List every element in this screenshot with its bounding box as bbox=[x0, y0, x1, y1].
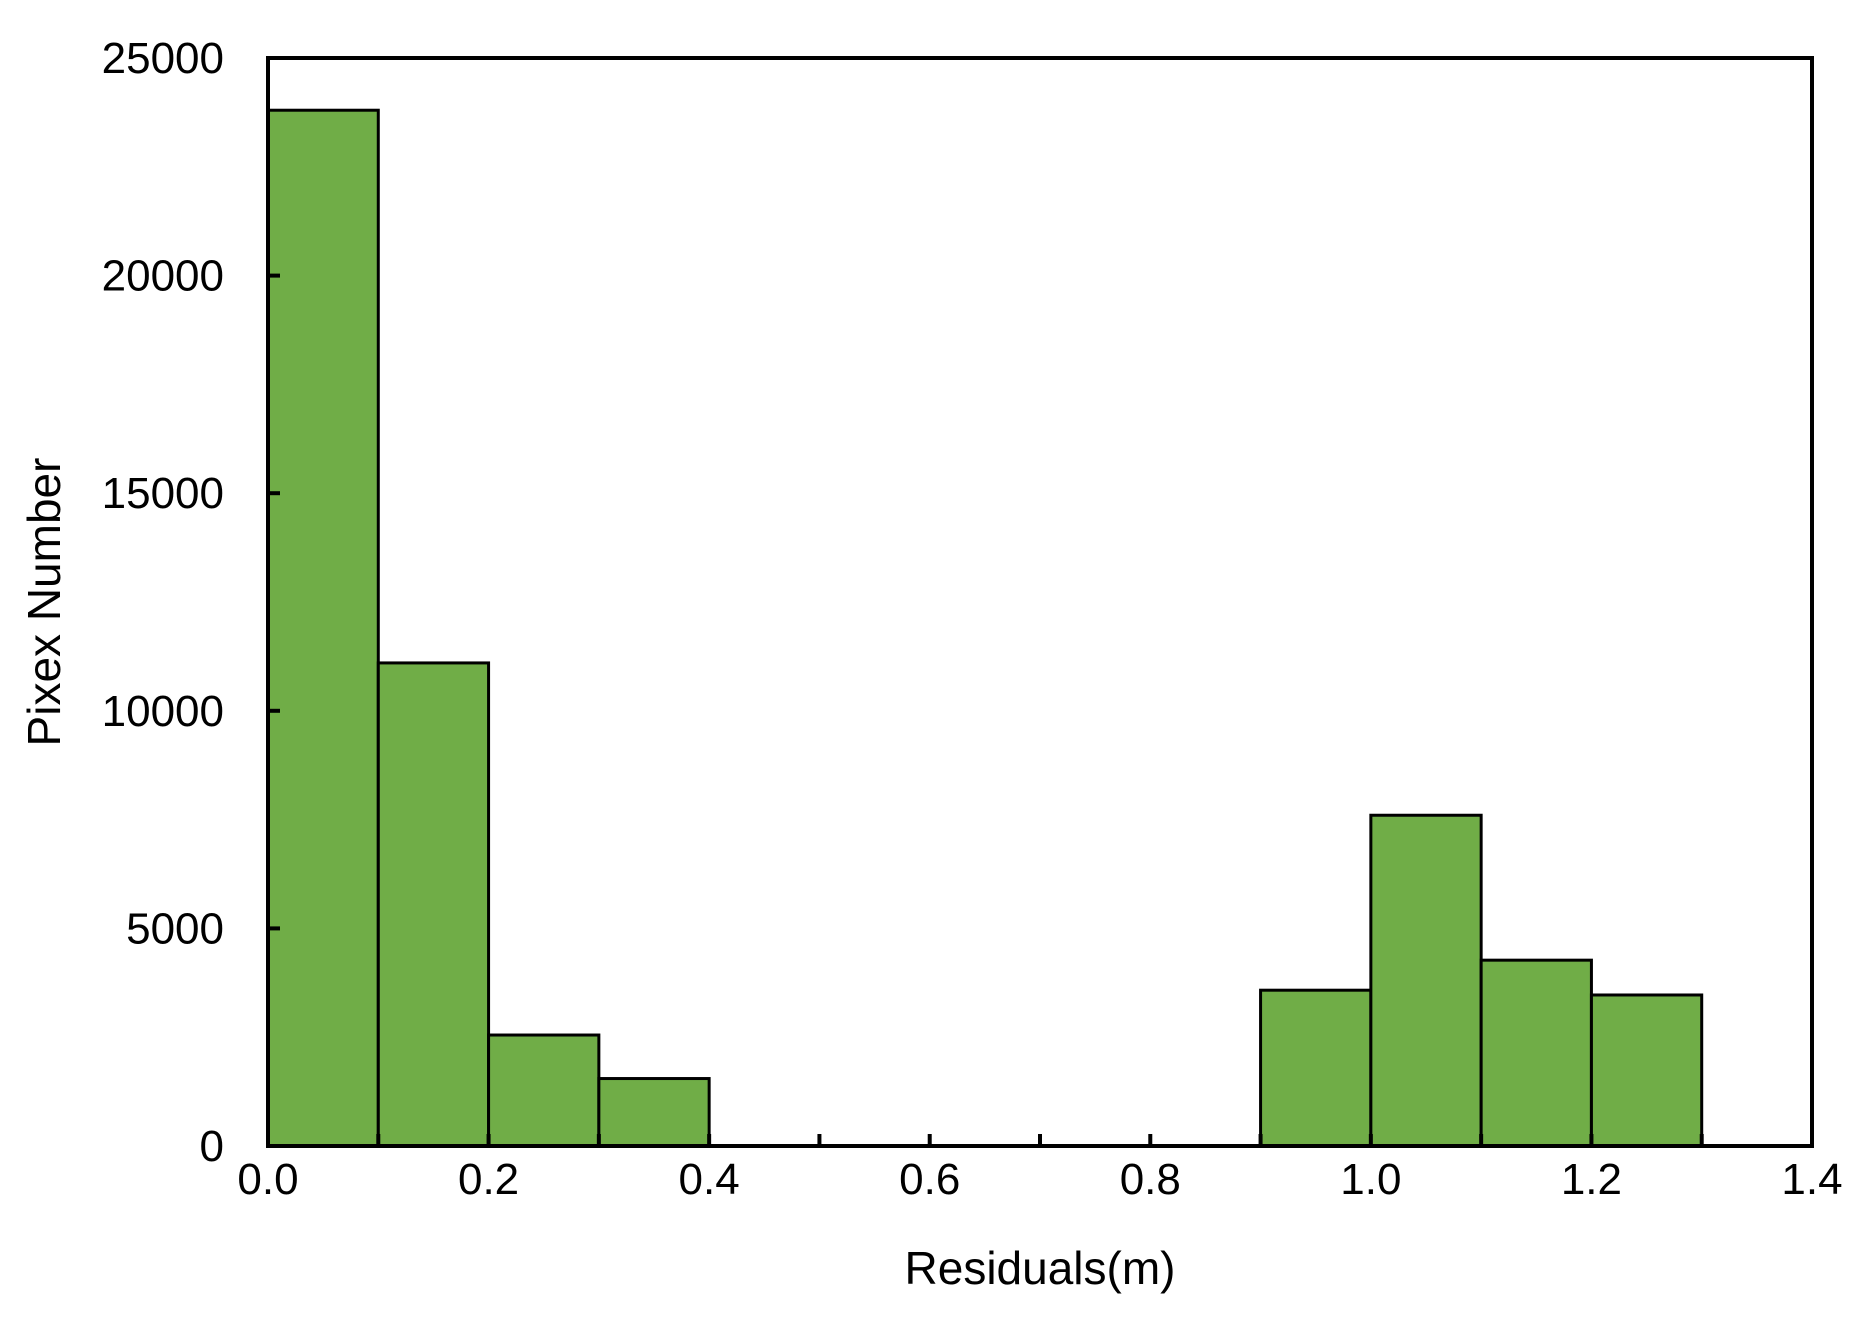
x-tick-label: 1.4 bbox=[1781, 1155, 1842, 1204]
x-tick-label: 0.0 bbox=[237, 1155, 298, 1204]
x-tick-label: 0.2 bbox=[458, 1155, 519, 1204]
y-axis-title: Pixex Number bbox=[18, 458, 70, 747]
histogram-bar-1 bbox=[376, 661, 491, 1148]
bars-layer bbox=[266, 108, 1704, 1148]
x-tick-label: 0.4 bbox=[679, 1155, 740, 1204]
histogram-bar-10 bbox=[1369, 813, 1483, 1148]
x-axis-title: Residuals(m) bbox=[905, 1242, 1176, 1294]
y-tick-label: 10000 bbox=[102, 687, 224, 736]
histogram-bar-0 bbox=[266, 108, 380, 1148]
histogram-bar-12 bbox=[1589, 993, 1704, 1148]
y-tick-label: 25000 bbox=[102, 34, 224, 83]
histogram-bar-2 bbox=[487, 1033, 601, 1148]
histogram-bar-3 bbox=[597, 1077, 711, 1148]
x-tick-label: 0.8 bbox=[1120, 1155, 1181, 1204]
ticks-layer: 0.0 0.2 0.4 0.6 0.8 1.0 1.2 1.4 0 5000 10000 15000 2… bbox=[102, 34, 1843, 1204]
x-tick-label: 0.6 bbox=[899, 1155, 960, 1204]
histogram-bar-11 bbox=[1479, 958, 1593, 1148]
y-tick-label: 15000 bbox=[102, 469, 224, 518]
y-tick-label: 20000 bbox=[102, 252, 224, 301]
x-tick-label: 1.0 bbox=[1340, 1155, 1401, 1204]
histogram-bar-9 bbox=[1259, 988, 1373, 1148]
y-tick-label: 0 bbox=[200, 1122, 224, 1171]
y-tick-label: 5000 bbox=[126, 904, 224, 953]
x-tick-label: 1.2 bbox=[1561, 1155, 1622, 1204]
